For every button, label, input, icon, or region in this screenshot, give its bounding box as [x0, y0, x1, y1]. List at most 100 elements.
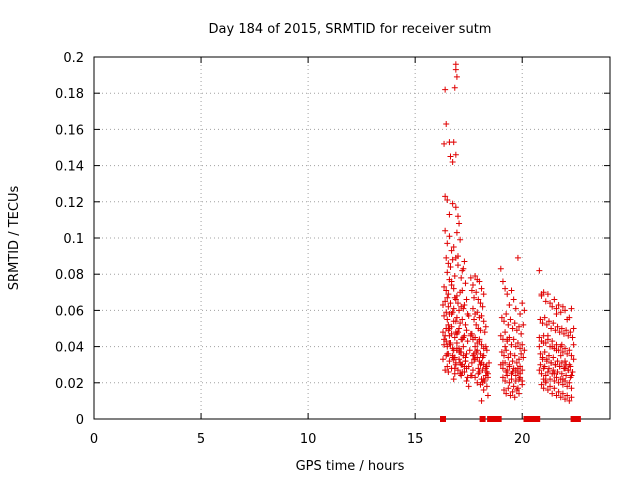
data-point — [441, 341, 448, 348]
data-point — [511, 352, 518, 359]
data-point — [439, 329, 446, 336]
data-point — [565, 367, 572, 374]
data-point — [513, 359, 520, 366]
data-point — [439, 356, 446, 363]
data-point — [450, 139, 457, 146]
data-point — [568, 352, 575, 359]
data-point — [445, 321, 452, 328]
y-axis-label: SRMTID / TECUs — [7, 186, 22, 291]
data-point — [549, 343, 556, 350]
data-point — [508, 376, 515, 383]
data-point — [446, 332, 453, 339]
data-point — [538, 381, 545, 388]
data-point — [477, 300, 484, 307]
y-tick-label: 0.06 — [55, 304, 84, 319]
data-point — [442, 193, 449, 200]
data-point — [459, 316, 466, 323]
data-point — [444, 363, 451, 370]
data-point — [479, 354, 486, 361]
y-tick-label: 0.16 — [55, 123, 84, 138]
data-point — [456, 356, 463, 363]
data-point — [459, 336, 466, 343]
data-point — [452, 296, 459, 303]
data-point — [471, 350, 478, 357]
data-point — [454, 300, 461, 307]
data-point — [482, 343, 489, 350]
zero-level-marker — [479, 416, 486, 422]
data-point — [507, 316, 514, 323]
data-point — [480, 387, 487, 394]
data-point — [520, 321, 527, 328]
data-point — [550, 367, 557, 374]
data-point — [554, 323, 561, 330]
data-point — [448, 311, 455, 318]
data-point — [511, 394, 518, 401]
data-point — [513, 387, 520, 394]
data-point — [449, 256, 456, 263]
zero-level-marker — [570, 416, 577, 422]
data-point — [456, 325, 463, 332]
data-point — [449, 345, 456, 352]
data-point — [538, 370, 545, 377]
data-point — [501, 352, 508, 359]
data-point — [452, 61, 459, 68]
data-point — [519, 300, 526, 307]
y-tick-label: 0.1 — [63, 232, 84, 247]
data-point — [506, 379, 513, 386]
data-point — [499, 278, 506, 285]
data-point — [499, 374, 506, 381]
data-point — [463, 350, 470, 357]
data-point — [562, 358, 569, 365]
data-point — [482, 372, 489, 379]
data-point — [459, 368, 466, 375]
data-point — [451, 354, 458, 361]
data-point — [459, 287, 466, 294]
y-tick-label: 0.02 — [55, 377, 84, 392]
data-point — [450, 244, 457, 251]
data-point — [544, 387, 551, 394]
data-point — [548, 359, 555, 366]
data-point — [454, 253, 461, 260]
data-point — [502, 285, 509, 292]
data-point — [550, 354, 557, 361]
data-point — [537, 350, 544, 357]
zero-level-marker — [574, 416, 581, 422]
data-point — [557, 352, 564, 359]
data-point — [451, 84, 458, 91]
plot-frame — [93, 56, 611, 420]
data-point — [451, 334, 458, 341]
data-point — [447, 153, 454, 160]
data-point — [559, 390, 566, 397]
data-point — [516, 376, 523, 383]
data-point — [508, 341, 515, 348]
data-point — [554, 368, 561, 375]
data-point — [497, 265, 504, 272]
data-point — [570, 325, 577, 332]
data-point — [442, 298, 449, 305]
data-point — [501, 387, 508, 394]
data-point — [565, 332, 572, 339]
data-point — [512, 305, 519, 312]
data-point — [564, 383, 571, 390]
data-point — [484, 392, 491, 399]
data-point — [552, 327, 559, 334]
data-point — [506, 361, 513, 368]
data-point — [478, 312, 485, 319]
zero-level-marker — [439, 416, 446, 422]
data-point — [564, 392, 571, 399]
data-point — [545, 365, 552, 372]
data-point — [510, 336, 517, 343]
data-point — [480, 376, 487, 383]
data-point — [450, 305, 457, 312]
data-point — [544, 291, 551, 298]
data-point — [477, 327, 484, 334]
data-point — [460, 352, 467, 359]
data-point — [456, 220, 463, 227]
data-point — [464, 374, 471, 381]
data-point — [454, 367, 461, 374]
data-point — [445, 368, 452, 375]
data-point — [483, 383, 490, 390]
data-point — [476, 368, 483, 375]
data-point — [547, 383, 554, 390]
y-tick-label: 0.04 — [55, 341, 84, 356]
